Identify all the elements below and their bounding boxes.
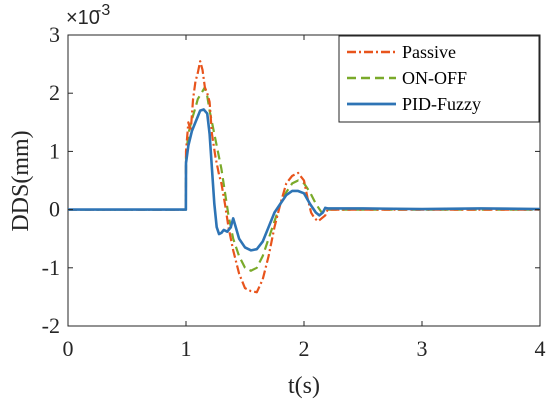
y-tick-label: 3: [49, 22, 60, 47]
series-line-passive: [68, 60, 540, 294]
y-tick-label: -1: [42, 255, 60, 280]
legend: Passive ON-OFF PID-Fuzzy: [338, 35, 540, 123]
legend-label: Passive: [402, 42, 456, 62]
series-group: [68, 60, 541, 294]
legend-label: ON-OFF: [402, 68, 467, 88]
x-tick-label: 2: [299, 336, 310, 361]
x-axis-label: t(s): [288, 373, 320, 399]
y-tick-label: 1: [49, 138, 60, 163]
y-axis-ticks: -2 -1 0 1 2 3: [42, 22, 540, 338]
legend-box: [338, 35, 540, 123]
x-axis-ticks: 0 1 2 3 4: [63, 35, 546, 361]
x-tick-label: 3: [417, 336, 428, 361]
x-tick-label: 4: [535, 336, 546, 361]
y-tick-label: 2: [49, 80, 60, 105]
series-line-on-off: [68, 86, 540, 272]
y-multiplier-base: ×10: [66, 7, 100, 29]
x-tick-label: 0: [63, 336, 74, 361]
y-axis-label: DDS(mm): [8, 130, 34, 231]
y-multiplier-exponent: -3: [96, 2, 110, 19]
legend-label: PID-Fuzzy: [402, 94, 481, 114]
y-tick-label: 0: [49, 197, 60, 222]
series-line-pid-fuzzy: [68, 108, 541, 252]
x-tick-label: 1: [181, 336, 192, 361]
y-tick-label: -2: [42, 313, 60, 338]
y-axis-multiplier: ×10 -3: [66, 2, 110, 29]
